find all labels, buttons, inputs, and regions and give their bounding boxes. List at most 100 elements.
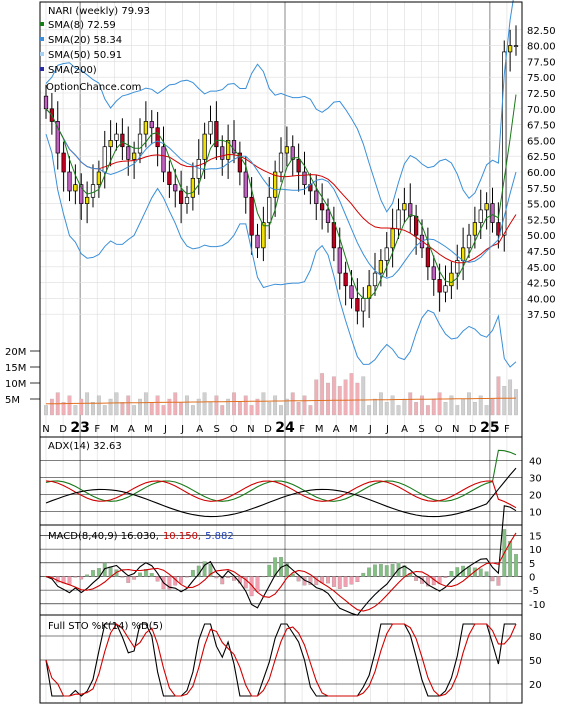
grid xyxy=(40,2,522,703)
candle-body xyxy=(79,184,84,204)
volume-bar xyxy=(79,398,84,416)
candle-body xyxy=(284,146,289,154)
candle-body xyxy=(496,222,501,236)
indicator-tick-label: 40 xyxy=(529,457,542,468)
macd-histogram-bar xyxy=(496,576,501,586)
candle-body xyxy=(85,196,90,204)
x-tick-label: J xyxy=(368,424,372,435)
price-tick-label: 72.50 xyxy=(527,89,556,100)
indicator-tick-label: 0 xyxy=(529,572,535,583)
volume-bar xyxy=(308,405,313,416)
volume-bar xyxy=(326,382,330,416)
price-tick-label: 45.00 xyxy=(527,263,556,274)
adx-plus-di-line xyxy=(45,449,517,502)
macd-histogram-bar xyxy=(290,573,295,577)
macd-histogram-bar xyxy=(249,576,254,597)
candle-body xyxy=(220,146,225,160)
volume-bar xyxy=(120,402,125,416)
macd-histogram-bar xyxy=(220,576,225,585)
macd-histogram-bar xyxy=(378,563,383,577)
candle-body xyxy=(290,146,295,160)
x-tick-label: D xyxy=(469,424,477,435)
volume-bar xyxy=(255,398,260,416)
volume-bar xyxy=(425,405,430,416)
volume-tick-label: 15M xyxy=(5,363,26,374)
candle-body xyxy=(67,171,72,192)
x-tick-label: M xyxy=(110,424,119,435)
candle-body xyxy=(325,209,331,223)
x-tick-label: M xyxy=(144,424,153,435)
price-tick-label: 50.00 xyxy=(527,231,556,242)
x-tick-label: 23 xyxy=(70,420,89,436)
x-tick-label: A xyxy=(333,424,340,435)
candle-body xyxy=(331,222,336,249)
candle-body xyxy=(255,234,260,249)
price-tick-label: 62.50 xyxy=(527,152,556,163)
candle-body xyxy=(513,45,519,47)
volume-bar xyxy=(214,395,219,416)
legend-swatch xyxy=(40,22,44,26)
candle-body xyxy=(208,121,213,135)
volume-bar xyxy=(243,395,248,416)
x-tick-label: M xyxy=(315,424,324,435)
candle-body xyxy=(73,184,78,192)
volume-bar xyxy=(91,402,95,416)
candle-body xyxy=(173,184,178,192)
candle-body xyxy=(190,177,195,198)
candle-body xyxy=(167,171,172,185)
macd-histogram-bar xyxy=(331,576,336,587)
volume-bar xyxy=(279,405,283,416)
macd-histogram-bar xyxy=(261,576,266,578)
candle-body xyxy=(466,234,472,249)
candle-body xyxy=(120,133,125,148)
legend-label: SMA(8) 72.59 xyxy=(48,20,116,31)
indicator-tick-label: 15 xyxy=(529,531,542,542)
candle-body xyxy=(202,133,207,160)
macd-histogram-bar xyxy=(208,563,213,577)
x-tick-label: A xyxy=(128,424,135,435)
volume-bar xyxy=(261,392,266,416)
volume-bar xyxy=(349,373,354,416)
macd-histogram-bar xyxy=(349,576,354,585)
price-tick-label: 37.50 xyxy=(527,310,556,321)
legend: SMA(8) 72.59 SMA(20) 58.34 SMA(50) 50.91 SM… xyxy=(40,20,122,76)
price-tick-label: 80.00 xyxy=(527,42,556,53)
volume-bar xyxy=(108,398,113,416)
volume-bar xyxy=(355,382,360,416)
volume-bar xyxy=(185,395,189,416)
x-tick-label: J xyxy=(180,424,184,435)
candle-body xyxy=(296,159,301,173)
volume-bar xyxy=(472,402,477,416)
bollinger-upper-line xyxy=(45,0,514,213)
volume-bar xyxy=(96,395,101,416)
candle-body xyxy=(455,260,460,274)
volume-bar xyxy=(331,376,336,416)
macd-histogram-bar xyxy=(149,573,154,577)
volume-bar xyxy=(449,395,454,416)
macd-value-1: 10.150, xyxy=(163,531,201,542)
candle-body xyxy=(114,133,119,141)
candle-body xyxy=(132,152,137,160)
macd-line xyxy=(45,505,517,616)
price-tick-label: 60.00 xyxy=(527,168,556,179)
candle-body xyxy=(443,285,448,293)
macd-histogram-bar xyxy=(143,569,148,577)
volume-bar xyxy=(44,405,48,416)
macd-histogram-bar xyxy=(91,570,95,577)
candle-body xyxy=(90,184,96,198)
macd-histogram-bar xyxy=(373,564,377,577)
volume-bar xyxy=(302,395,307,416)
macd-histogram-bar xyxy=(85,574,90,577)
macd-histogram-bar xyxy=(126,576,131,583)
indicator-tick-label: 10 xyxy=(529,545,542,556)
macd-histogram-bar xyxy=(308,576,313,585)
sto-label: Full STO %K(14) %D(5) xyxy=(48,621,163,632)
candle-body xyxy=(249,196,254,236)
macd-histogram-bar xyxy=(326,576,330,584)
volume-bar xyxy=(514,389,518,416)
indicator-tick-label: 50 xyxy=(529,656,542,667)
macd-histogram-bar xyxy=(355,576,360,583)
macd-histogram-bar xyxy=(214,576,219,579)
macd-histogram-bar xyxy=(296,576,301,582)
volume-bar xyxy=(273,395,278,416)
